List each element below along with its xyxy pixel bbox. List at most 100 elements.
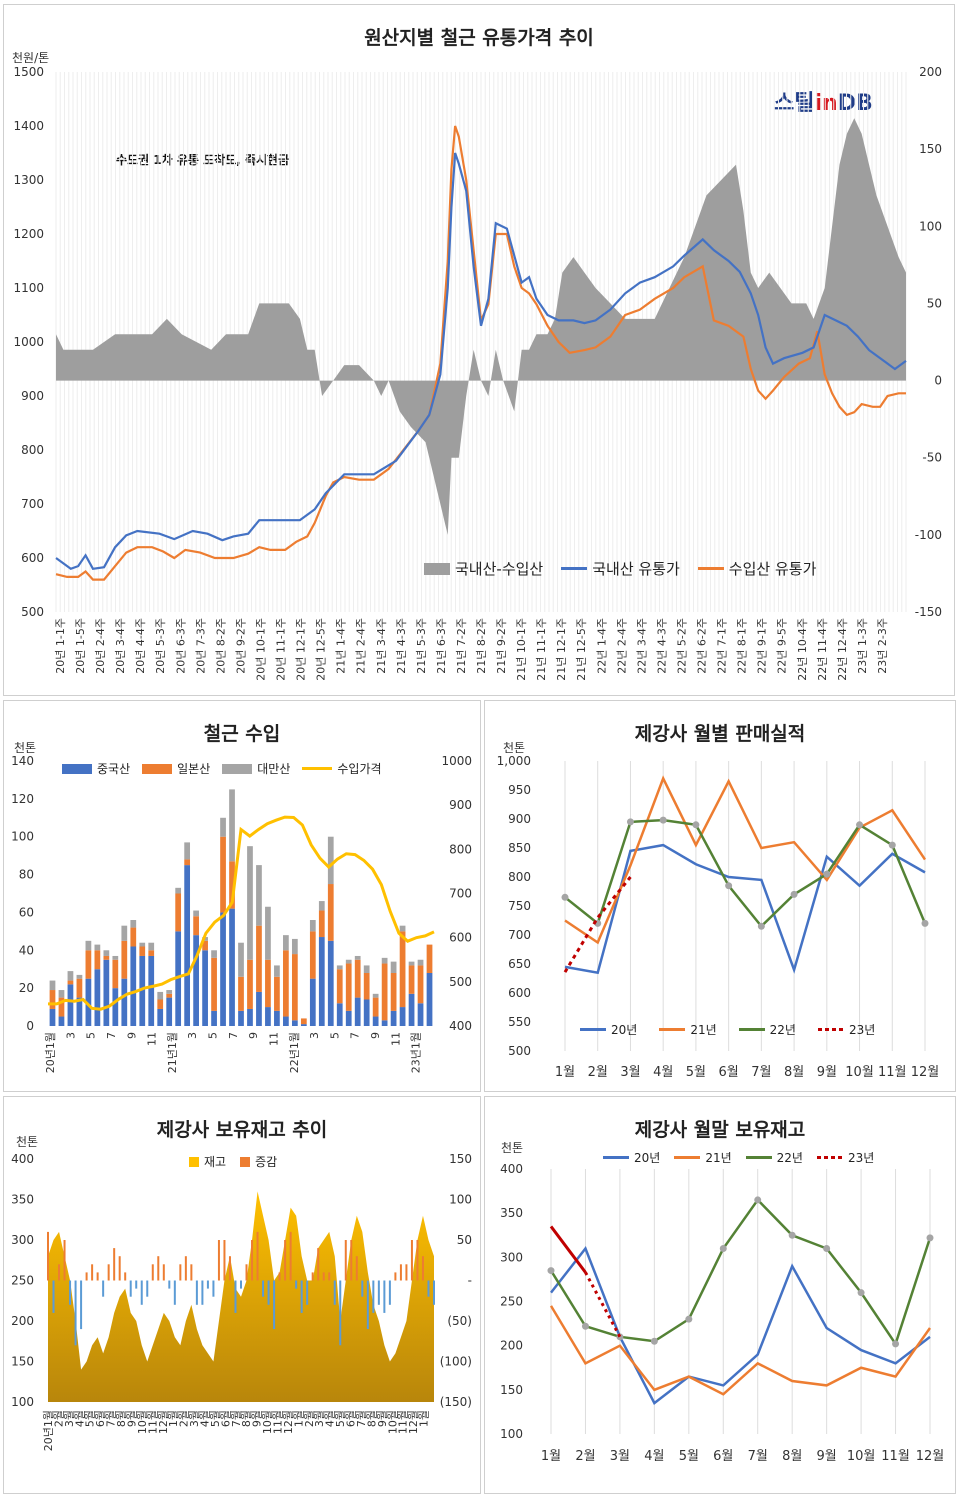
y-right-tick-label: 150: [919, 142, 942, 156]
y-tick-label: 150: [500, 1383, 523, 1397]
y-right-tick-label: (50): [447, 1314, 472, 1328]
x-tick-label: 6월: [94, 1410, 107, 1427]
month-end-inventory-chart: 100 150 200 250 300 350 400 1월 2월 3월 4월 5월 6월 7월 8월 9월 1…: [500, 1162, 944, 1464]
y-tick-label: 0: [26, 1019, 34, 1033]
bar-japan: [130, 927, 137, 947]
x-tick-label: 7월: [105, 1410, 118, 1427]
y-tick-label: 1100: [13, 281, 44, 295]
x-tick-label: 22년 6-2주: [696, 618, 709, 674]
x-tick-label: 11: [146, 1032, 159, 1046]
x-tick-label: 12월: [282, 1410, 295, 1434]
bar-change: [394, 1272, 397, 1281]
y-tick-label: 60: [19, 905, 34, 919]
series-domestic-line: [55, 152, 907, 571]
y-tick-label: 550: [508, 1015, 531, 1029]
bar-change: [91, 1264, 94, 1281]
x-tick-label: 22년 5-2주: [675, 618, 688, 674]
bar-china: [345, 1010, 352, 1026]
series-line: [564, 818, 927, 929]
bar-change: [410, 1240, 413, 1281]
x-tick-label: 22년 4-3주: [655, 618, 668, 674]
bar-china: [247, 1008, 253, 1026]
x-tick-label: 2월: [588, 1065, 608, 1080]
series-line: [550, 1245, 931, 1405]
bar-china: [157, 1008, 164, 1026]
x-tick-label: 11월: [146, 1410, 159, 1434]
bar-japan: [49, 990, 56, 1009]
x-tick-label: 21년 12-5주: [575, 618, 588, 681]
x-tick-label: 3월: [188, 1410, 201, 1427]
x-tick-label: 1월: [555, 1065, 575, 1080]
bar-japan: [76, 978, 83, 998]
bar-japan: [256, 925, 262, 992]
bar-taiwan: [408, 961, 415, 966]
y-tick-label: 800: [21, 443, 44, 457]
bar-change: [240, 1280, 242, 1289]
bar-japan: [381, 963, 388, 1021]
y-tick-label: 300: [11, 1233, 34, 1247]
x-tick-label: 21년1월: [166, 1032, 179, 1073]
bar-japan: [139, 946, 146, 956]
x-tick-label: 20년 11-1주: [275, 618, 288, 681]
bar-taiwan: [85, 940, 92, 951]
bar-china: [94, 969, 101, 1026]
x-tick-label: 7월: [748, 1449, 768, 1464]
bar-china: [399, 1007, 406, 1026]
bar-change: [405, 1264, 408, 1281]
rebar-import-chart: 0 20 40 60 80 100 120 140 400 500 600 700 800 900 1000…: [11, 754, 472, 1073]
x-tick-label: 7월: [230, 1410, 243, 1427]
bar-change: [190, 1264, 193, 1281]
x-tick-label: 20년 2-4주: [94, 618, 107, 674]
x-tick-label: 21년 12-1주: [555, 618, 568, 681]
bar-taiwan: [274, 965, 280, 977]
legend-dom: 국내산 유통가: [561, 558, 680, 579]
series-point: [659, 816, 667, 824]
x-tick-label: 20년 6-3주: [174, 618, 187, 674]
y-tick-label: 80: [19, 868, 34, 882]
y-right-tick-label: 800: [449, 842, 472, 856]
bar-taiwan: [417, 959, 424, 966]
main-legend: 국내산-수입산 국내산 유통가 수입산 유통가: [424, 558, 816, 579]
bar-japan: [274, 976, 280, 1011]
x-tick-label: 3: [64, 1032, 77, 1039]
y-tick-label: 400: [11, 1152, 34, 1166]
x-tick-label: 1월: [541, 1449, 561, 1464]
x-tick-label: 21년 1-4주: [335, 618, 348, 674]
y-tick-label: 100: [11, 830, 34, 844]
bar-change: [388, 1280, 391, 1305]
x-tick-label: 10월: [261, 1410, 274, 1434]
x-tick-label: 22년 9-1주: [756, 618, 769, 674]
bar-change: [135, 1280, 138, 1289]
bar-taiwan: [238, 942, 244, 977]
bar-china: [175, 931, 182, 1026]
bar-change: [267, 1280, 270, 1305]
bar-taiwan: [345, 959, 352, 964]
bar-china: [148, 955, 155, 1026]
bar-china: [256, 991, 262, 1026]
bar-change: [58, 1264, 61, 1281]
bar-change: [328, 1272, 331, 1281]
monthly-sales-legend: 20년 21년 22년 23년: [580, 1021, 875, 1038]
bar-change: [69, 1280, 72, 1305]
bar-change: [300, 1280, 303, 1313]
x-tick-label: 2월: [575, 1449, 595, 1464]
series-imported-line: [55, 125, 906, 581]
bar-taiwan: [327, 836, 334, 885]
bar-china: [112, 988, 119, 1026]
y-tick-label: 150: [11, 1355, 34, 1369]
bar-change: [251, 1240, 254, 1281]
x-tick-label: 21년 3-4주: [375, 618, 388, 674]
x-tick-label: 3: [186, 1032, 199, 1039]
bar-change: [344, 1240, 347, 1281]
y-tick-label: 600: [21, 551, 44, 565]
bar-change: [96, 1272, 99, 1281]
inventory-trend-chart: 400 350 300 250 200 150 100 150 100 50 - (50) (100) (…: [11, 1152, 472, 1451]
series-point: [892, 1340, 900, 1348]
bar-change: [102, 1280, 105, 1297]
bar-japan: [318, 910, 325, 938]
x-tick-label: 21년 5-3주: [415, 618, 428, 674]
y-tick-label: 650: [508, 957, 531, 971]
bar-japan: [390, 973, 397, 1011]
bar-japan: [229, 861, 235, 909]
bar-taiwan: [157, 991, 164, 1000]
